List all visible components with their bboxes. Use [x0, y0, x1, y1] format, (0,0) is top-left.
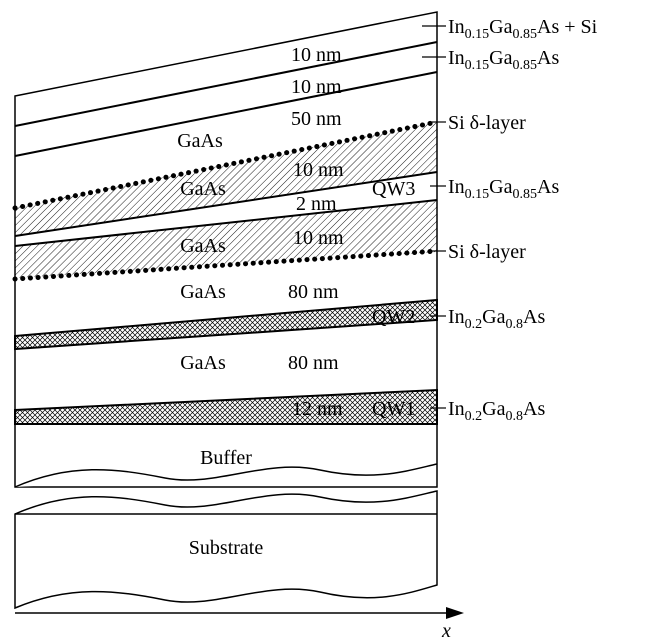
si-delta-layer-bottom: [12, 248, 440, 282]
qw1-composition: In0.2Ga0.8As: [448, 398, 545, 424]
si-delta-label-top: Si δ-layer: [448, 112, 526, 134]
thickness-label: 10 nm: [293, 227, 344, 249]
thickness-label: 50 nm: [291, 108, 342, 130]
qw1-label: QW1: [372, 398, 415, 420]
si-delta-layer-top: [12, 119, 440, 211]
spacer-interface-line: [14, 71, 438, 157]
top-ingaas-composition: In0.15Ga0.85As: [448, 47, 559, 73]
buffer-break-wave: [14, 463, 438, 488]
thickness-label: 10 nm: [291, 44, 342, 66]
si-delta-label-bottom: Si δ-layer: [448, 241, 526, 263]
layer-label-buffer: Buffer: [200, 447, 252, 469]
x-axis-label: x: [441, 620, 451, 639]
qw3-top-line: [14, 171, 438, 237]
cap-interface-line: [14, 41, 438, 127]
layer-stack-outline: [14, 11, 438, 488]
thickness-label: 12 nm: [292, 398, 343, 420]
qw3-composition: In0.15Ga0.85As: [448, 176, 559, 202]
thickness-label: 10 nm: [291, 76, 342, 98]
qw2-label: QW2: [372, 306, 415, 328]
thickness-label: 80 nm: [288, 281, 339, 303]
leader-ticks: [422, 25, 446, 409]
layer-label-gaas: GaAs: [177, 130, 223, 152]
layer-label-gaas: GaAs: [180, 235, 226, 257]
thickness-label: 2 nm: [296, 193, 337, 215]
x-axis-arrowhead: [446, 607, 464, 619]
layer-label-gaas: GaAs: [180, 281, 226, 303]
substrate-top-wave: [14, 490, 438, 610]
layer-label-substrate: Substrate: [189, 537, 264, 559]
gaas-spacer-upper-band: [15, 122, 437, 278]
cap-layer-composition: In0.15Ga0.85As + Si: [448, 16, 598, 42]
qw3-layer: [15, 172, 437, 246]
layer-label-gaas: GaAs: [180, 178, 226, 200]
qw2-composition: In0.2Ga0.8As: [448, 306, 545, 332]
thickness-label: 10 nm: [293, 159, 344, 181]
qw3-label: QW3: [372, 178, 415, 200]
qw3-bottom-line: [14, 199, 438, 247]
thickness-label: 80 nm: [288, 352, 339, 374]
layer-label-gaas: GaAs: [180, 352, 226, 374]
